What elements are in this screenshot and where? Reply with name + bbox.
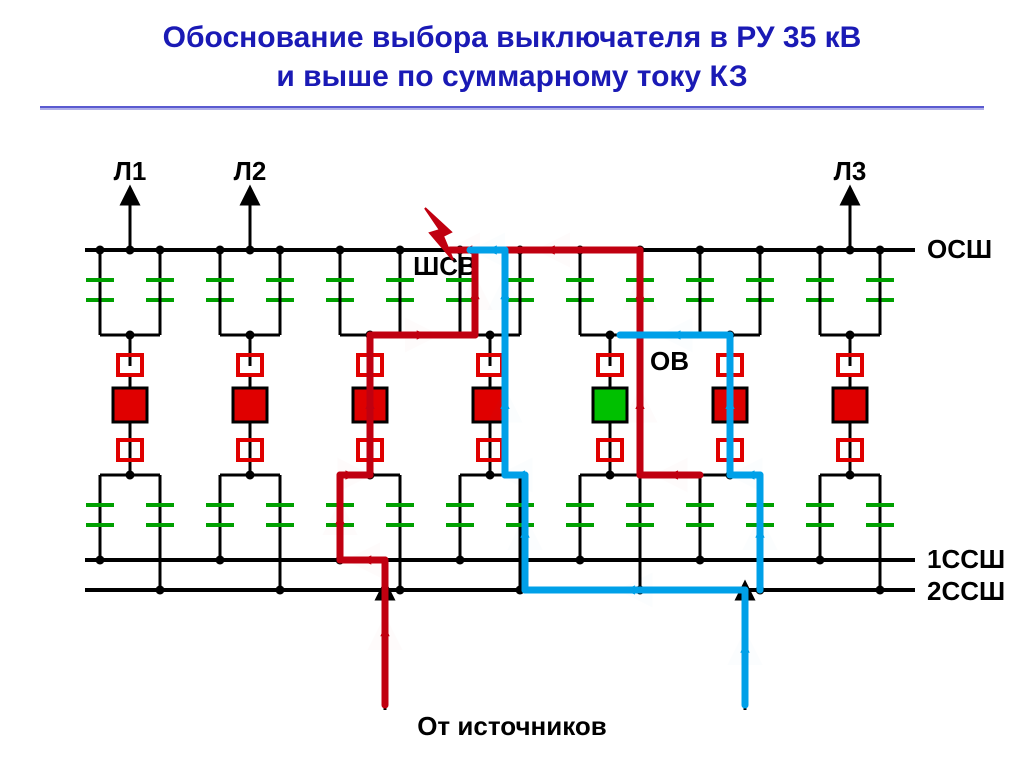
- page-title: Обоснование выбора выключателя в РУ 35 к…: [0, 0, 1024, 96]
- svg-text:2ССШ: 2ССШ: [927, 576, 1005, 606]
- svg-text:ШСВ: ШСВ: [413, 251, 477, 281]
- electrical-diagram: ОСШ 1ССШ2ССШ Л1 Л2 Л3 ШСВ ОВ От источников: [0, 110, 1024, 750]
- svg-text:Л3: Л3: [834, 156, 867, 186]
- svg-text:От источников: От источников: [417, 711, 607, 741]
- svg-text:Л2: Л2: [234, 156, 267, 186]
- svg-text:ОВ: ОВ: [650, 346, 689, 376]
- svg-text:Л1: Л1: [114, 156, 147, 186]
- title-line-2: и выше по суммарному току КЗ: [0, 57, 1024, 96]
- svg-text:1ССШ: 1ССШ: [927, 544, 1005, 574]
- title-line-1: Обоснование выбора выключателя в РУ 35 к…: [0, 18, 1024, 57]
- svg-text:ОСШ: ОСШ: [927, 234, 992, 264]
